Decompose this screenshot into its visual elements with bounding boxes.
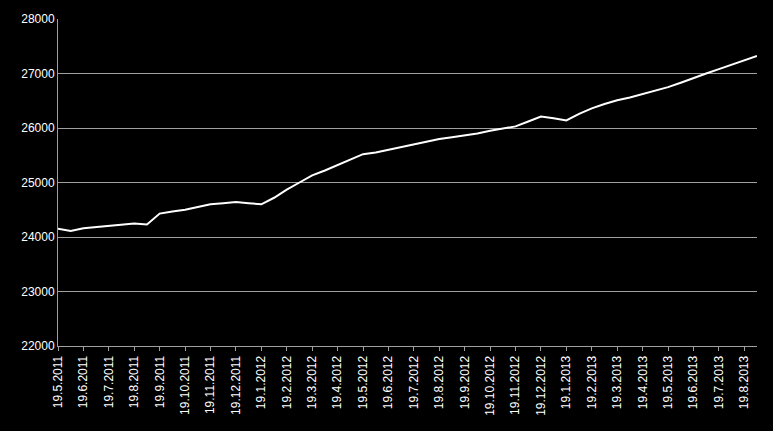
svg-text:28000: 28000 [21,12,55,26]
svg-text:19.4.2012: 19.4.2012 [331,355,345,409]
svg-text:19.11.2012: 19.11.2012 [508,355,522,414]
svg-text:19.5.2013: 19.5.2013 [661,355,675,409]
svg-text:19.6.2012: 19.6.2012 [381,355,395,409]
svg-text:19.9.2011: 19.9.2011 [153,355,167,408]
svg-text:19.2.2012: 19.2.2012 [280,355,294,409]
svg-text:25000: 25000 [21,176,55,190]
svg-text:19.6.2011: 19.6.2011 [76,355,90,408]
svg-text:19.10.2011: 19.10.2011 [178,355,192,414]
svg-text:27000: 27000 [21,67,55,81]
svg-text:19.8.2012: 19.8.2012 [432,355,446,409]
svg-text:19.12.2011: 19.12.2011 [229,355,243,414]
svg-text:19.5.2011: 19.5.2011 [51,355,65,408]
svg-text:19.1.2013: 19.1.2013 [559,355,573,409]
svg-text:19.6.2013: 19.6.2013 [686,355,700,409]
svg-text:19.11.2011: 19.11.2011 [203,355,217,414]
svg-text:19.8.2013: 19.8.2013 [737,355,751,409]
svg-text:19.7.2011: 19.7.2011 [102,355,116,408]
svg-text:24000: 24000 [21,230,55,244]
svg-text:19.3.2013: 19.3.2013 [610,355,624,409]
svg-text:23000: 23000 [21,285,55,299]
svg-text:19.7.2012: 19.7.2012 [407,355,421,409]
svg-text:19.7.2013: 19.7.2013 [712,355,726,409]
svg-text:19.3.2012: 19.3.2012 [305,355,319,409]
svg-text:19.10.2012: 19.10.2012 [483,355,497,415]
svg-text:19.4.2013: 19.4.2013 [636,355,650,409]
svg-text:19.8.2011: 19.8.2011 [127,355,141,408]
svg-text:19.5.2012: 19.5.2012 [356,355,370,409]
svg-text:19.9.2012: 19.9.2012 [458,355,472,409]
svg-text:19.2.2013: 19.2.2013 [585,355,599,409]
svg-text:19.1.2012: 19.1.2012 [254,355,268,409]
svg-text:22000: 22000 [21,339,55,353]
svg-text:19.12.2012: 19.12.2012 [534,355,548,415]
svg-text:26000: 26000 [21,121,55,135]
